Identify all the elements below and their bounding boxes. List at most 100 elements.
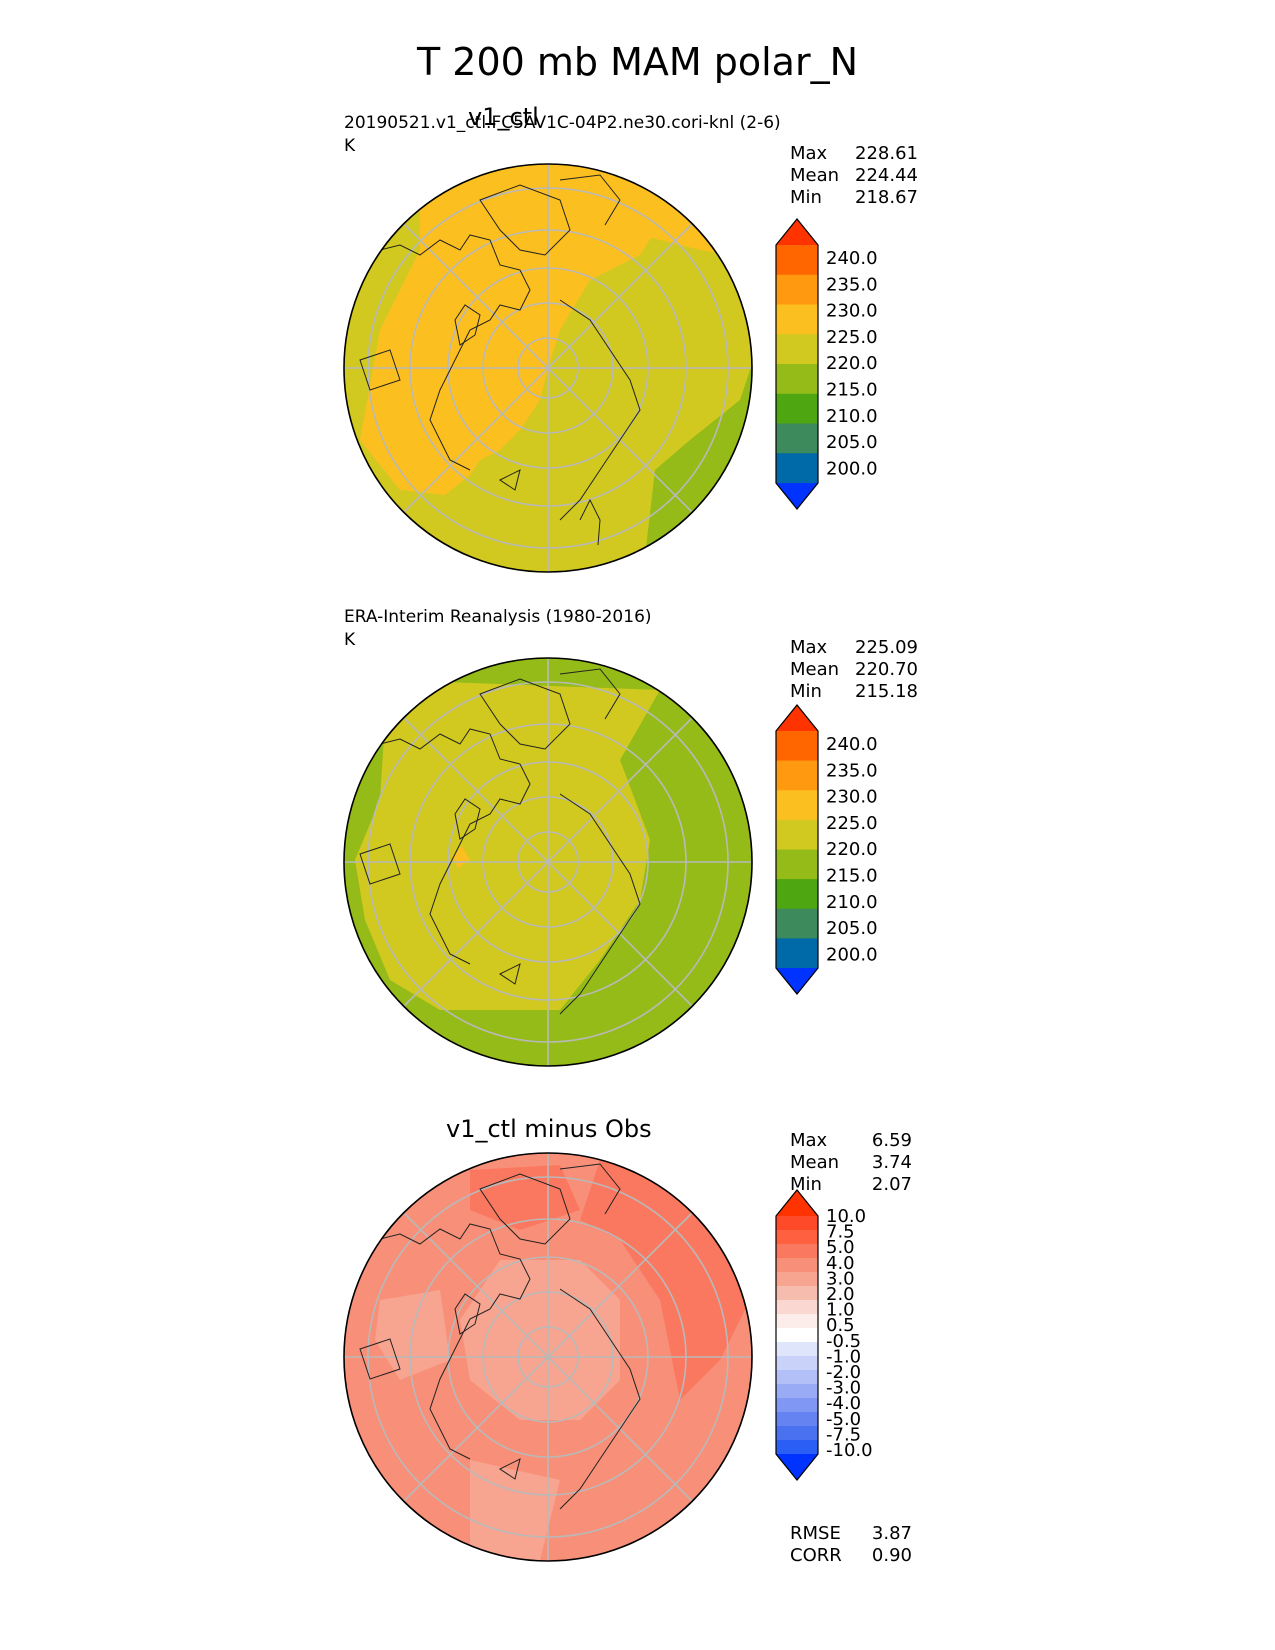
panel-1-stats: Max 228.61 Mean 224.44 Min 218.67: [790, 143, 918, 209]
colorbar-bin: [776, 1286, 818, 1301]
graticule: [344, 1153, 752, 1561]
colorbar-tick-label: -10.0: [826, 1440, 873, 1461]
map-panel-1: [343, 163, 753, 573]
colorbar-bin: [776, 1328, 818, 1343]
colorbar-tick-label: 10.0: [826, 1206, 866, 1227]
colorbar-tick-label: 235.0: [826, 274, 878, 295]
colorbar-tick-label: 1.0: [826, 1300, 855, 1321]
coastlines: [359, 668, 641, 1015]
stat-label: Max: [790, 637, 828, 658]
metric-corr: CORR 0.90: [790, 1545, 912, 1567]
stat-label: Mean: [790, 165, 840, 186]
stat-value: 224.44: [855, 165, 918, 186]
colorbar-tick-label: 3.0: [826, 1268, 855, 1289]
colorbar-outline: [775, 1189, 819, 1481]
stat-value: 220.70: [855, 659, 918, 680]
panel-3-metrics: RMSE 3.87 CORR 0.90: [790, 1523, 912, 1567]
map-boundary: [343, 1152, 753, 1562]
colorbar-tick-label: 240.0: [826, 248, 878, 269]
colorbar-bin: [776, 1258, 818, 1273]
colorbar-bin: [776, 1244, 818, 1259]
colorbar-bin: [776, 819, 818, 850]
colorbar-tick-label: 200.0: [826, 458, 878, 479]
panel-3-stats: Max 6.59 Mean 3.74 Min 2.07: [790, 1130, 912, 1196]
colorbar-tick-label: 225.0: [826, 813, 878, 834]
coastlines: [359, 174, 641, 546]
colorbar-bin: [776, 1272, 818, 1287]
stat-value: 228.61: [855, 143, 918, 164]
colorbar-bin: [776, 1384, 818, 1399]
stat-min: Min 218.67: [790, 187, 918, 209]
metric-value: 0.90: [871, 1545, 912, 1566]
colorbar-extend-min: [776, 1454, 818, 1480]
colorbar-tick-label: 220.0: [826, 839, 878, 860]
panel-2-name: ERA-Interim Reanalysis (1980-2016): [344, 607, 652, 627]
stat-mean: Mean 3.74: [790, 1152, 912, 1174]
colorbar-panel-3: 10.07.55.04.03.02.01.00.5-0.5-1.0-2.0-3.…: [775, 1189, 873, 1481]
colorbar-extend-max: [776, 705, 818, 731]
colorbar-tick-label: 7.5: [826, 1222, 855, 1243]
map-panel-2: [343, 657, 753, 1067]
stat-label: Mean: [790, 659, 840, 680]
stat-max: Max 225.09: [790, 637, 918, 659]
colorbar-bin: [776, 1370, 818, 1385]
colorbar-tick-label: -4.0: [826, 1393, 861, 1414]
colorbar-bin: [776, 423, 818, 454]
stat-value: 215.18: [855, 681, 918, 702]
colorbar-tick-label: -3.0: [826, 1378, 861, 1399]
colorbar-tick-label: 5.0: [826, 1237, 855, 1258]
colorbar-tick-label: 0.5: [826, 1315, 855, 1336]
stat-label: Max: [790, 143, 828, 164]
colorbar-panel-1: 240.0 235.0 230.0 225.0 220.0 215.0 210.0 205.0…: [775, 218, 878, 510]
colorbar-tick-label: -2.0: [826, 1362, 861, 1383]
map-panel-3: [343, 1152, 753, 1562]
map-boundary: [343, 163, 753, 573]
colorbar-tick-label: 235.0: [826, 760, 878, 781]
colorbar-panel-2: 240.0 235.0 230.0 225.0 220.0 215.0 210.0 205.0…: [775, 704, 878, 995]
stat-label: Min: [790, 681, 822, 702]
colorbar-bin: [776, 453, 818, 484]
colorbar-bin: [776, 1300, 818, 1315]
colorbar-bin: [776, 334, 818, 365]
colorbar-bin: [776, 731, 818, 762]
colorbar-tick-label: 2.0: [826, 1284, 855, 1305]
graticule: [344, 164, 752, 572]
colorbar-extend-max: [776, 1190, 818, 1216]
colorbar-bin: [776, 245, 818, 276]
field-region-warm: [355, 680, 660, 1010]
colorbar-bin: [776, 1230, 818, 1245]
colorbar-tick-label: 220.0: [826, 353, 878, 374]
colorbar-bin: [776, 364, 818, 395]
colorbar-tick-label: -7.5: [826, 1424, 861, 1445]
colorbar-outline: [775, 704, 819, 995]
field-region-warm: [360, 164, 700, 495]
panel-1-name: 20190521.v1_ctl.FC5AV1C-04P2.ne30.cori-k…: [344, 113, 781, 133]
colorbar-bin: [776, 1356, 818, 1371]
stat-value: 6.59: [871, 1130, 912, 1151]
stat-value: 218.67: [855, 187, 918, 208]
colorbar-tick-label: 205.0: [826, 432, 878, 453]
stat-max: Max 6.59: [790, 1130, 912, 1152]
colorbar-tick-label: 210.0: [826, 406, 878, 427]
colorbar-tick-label: 205.0: [826, 918, 878, 939]
colorbar-outline: [775, 218, 819, 510]
figure-title: T 200 mb MAM polar_N: [416, 40, 859, 84]
stat-label: Min: [790, 1174, 822, 1195]
colorbar-bin: [776, 1216, 818, 1231]
colorbar-bin: [776, 908, 818, 939]
metric-rmse: RMSE 3.87: [790, 1523, 912, 1545]
colorbar-tick-label: 200.0: [826, 944, 878, 965]
colorbar-bin: [776, 1426, 818, 1441]
colorbar-extend-max: [776, 219, 818, 245]
stat-label: Mean: [790, 1152, 840, 1173]
metric-label: CORR: [790, 1545, 842, 1566]
stat-label: Max: [790, 1130, 828, 1151]
coastlines: [359, 1163, 641, 1510]
colorbar-bin: [776, 760, 818, 791]
colorbar-bin: [776, 393, 818, 424]
stat-value: 225.09: [855, 637, 918, 658]
colorbar-tick-label: -0.5: [826, 1331, 861, 1352]
field-region-strong-2: [470, 1165, 580, 1230]
colorbar-bin: [776, 274, 818, 305]
